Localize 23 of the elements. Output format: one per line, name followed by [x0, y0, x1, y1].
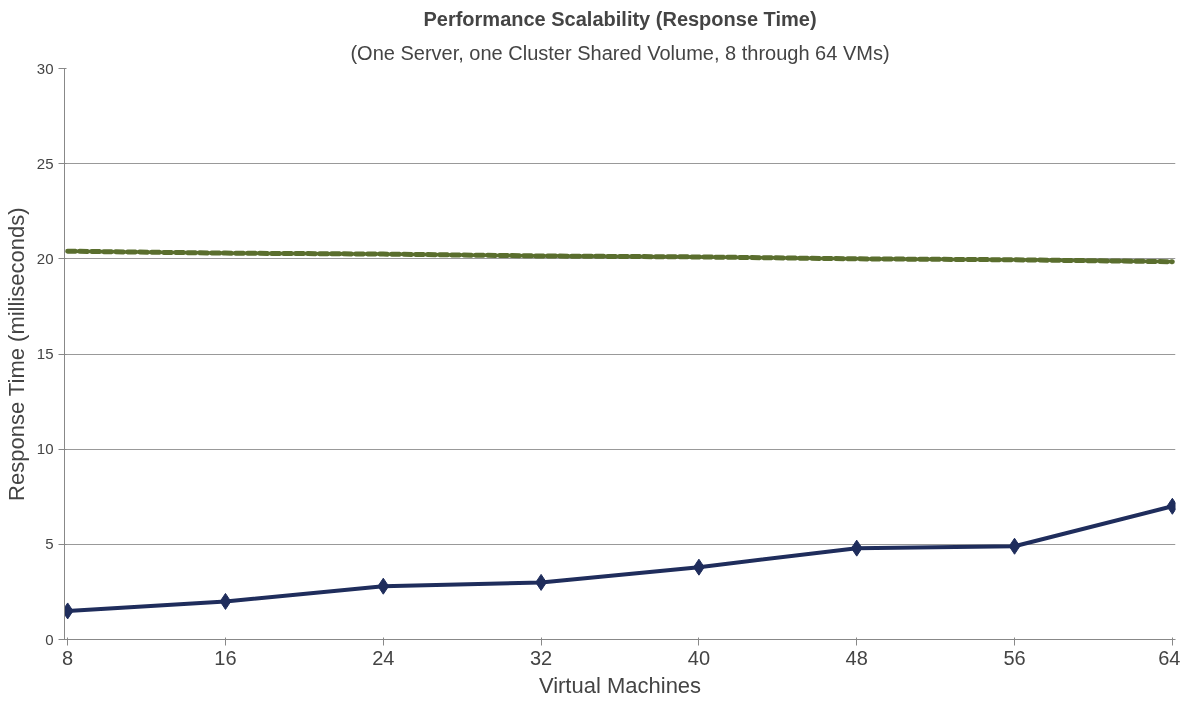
y-tick-label: 25: [36, 154, 54, 172]
point: [1008, 537, 1021, 555]
x-tick-label: 16: [214, 646, 237, 669]
point: [219, 592, 232, 610]
x-tick-label: 32: [529, 646, 553, 669]
y-tick-label: 5: [45, 535, 54, 553]
point: [377, 577, 390, 595]
x-tick-label: 48: [845, 646, 868, 669]
y-tick-label: 30: [36, 59, 54, 77]
x-tick-label: 24: [372, 646, 395, 669]
y-tick-label: 20: [36, 249, 54, 267]
y-tick-label: 10: [36, 440, 54, 458]
y-tick-label: 0: [45, 630, 54, 648]
point: [850, 539, 863, 557]
chart-subtitle: (One Server, one Cluster Shared Volume, 8 through 64 VMs): [350, 41, 890, 64]
y-tick-label: 15: [36, 345, 54, 362]
y-axis-title: Response Time (milliseconds): [3, 207, 29, 501]
chart-title: Performance Scalability (Response Time): [423, 7, 817, 30]
x-axis-title: Virtual Machines: [538, 672, 702, 698]
x-tick-label: 56: [1003, 646, 1026, 669]
x-tick-label: 8: [62, 646, 74, 669]
x-tick-label: 40: [687, 646, 711, 669]
x-tick-label: 64: [1158, 646, 1181, 669]
